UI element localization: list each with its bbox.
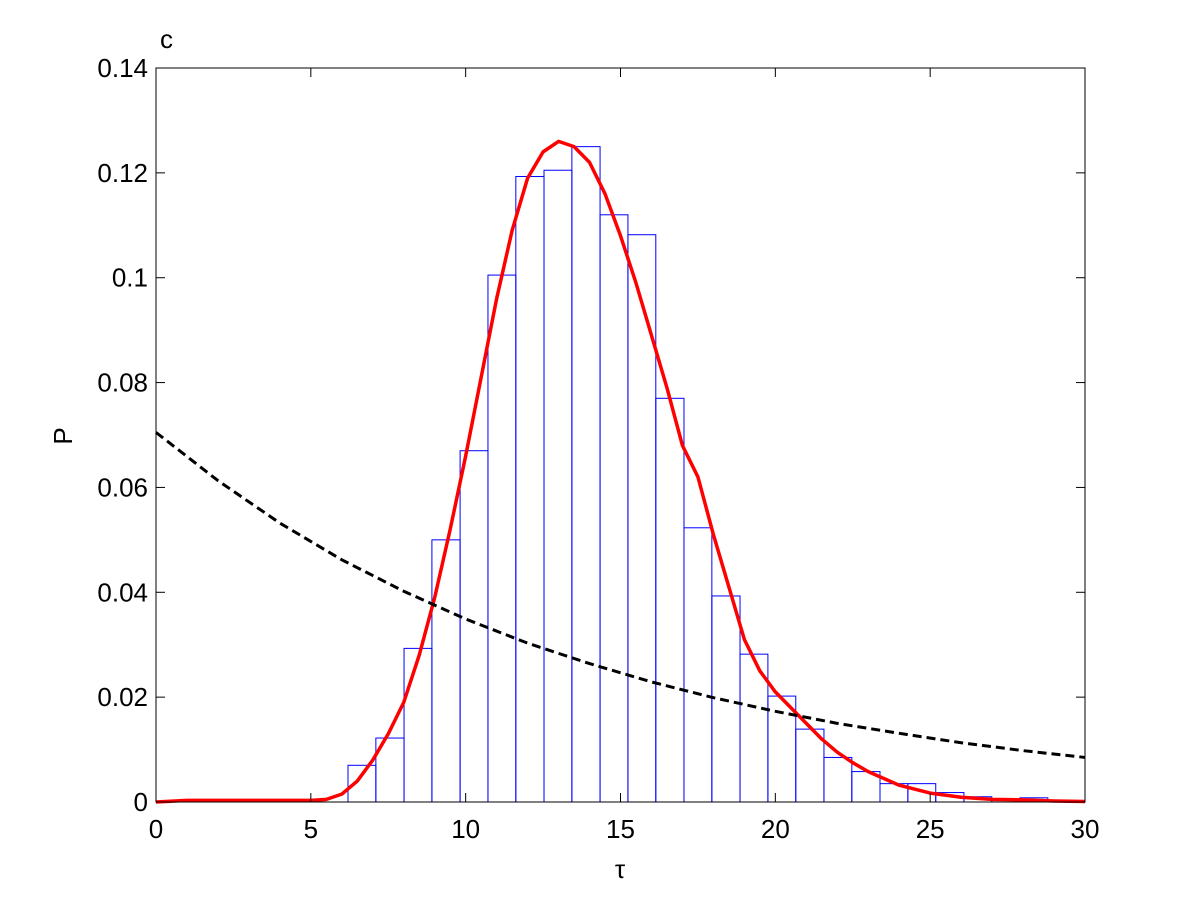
histogram-bar — [795, 728, 825, 803]
x-tick-label: 10 — [451, 814, 480, 844]
histogram-bar — [431, 539, 461, 803]
histogram-bar — [627, 234, 657, 803]
y-tick-label: 0 — [134, 787, 148, 817]
histogram-bar — [543, 169, 573, 803]
y-tick-label: 0.12 — [97, 158, 148, 188]
x-tick-label: 30 — [1071, 814, 1100, 844]
curve — [155, 139, 1086, 804]
y-tick-label: 0.06 — [97, 472, 148, 502]
y-axis-label: P — [48, 427, 78, 444]
histogram-bar — [683, 527, 713, 803]
histogram-bar — [571, 146, 601, 803]
x-axis-label: τ — [615, 854, 626, 884]
annotation: c — [160, 24, 173, 54]
histogram-bar — [515, 176, 545, 803]
x-tick-label: 15 — [606, 814, 635, 844]
y-tick-label: 0.1 — [112, 263, 148, 293]
x-tick-label: 25 — [916, 814, 945, 844]
histogram-bar — [599, 214, 629, 803]
curve — [155, 431, 1086, 759]
y-tick-label: 0.04 — [97, 577, 148, 607]
histogram-bar — [655, 397, 685, 803]
x-tick-label: 5 — [304, 814, 318, 844]
y-tick-label: 0.14 — [97, 53, 148, 83]
histogram-bar — [403, 647, 433, 803]
histogram-bar — [823, 756, 853, 803]
plot-frame — [155, 67, 1086, 803]
x-tick-label: 0 — [149, 814, 163, 844]
y-tick-label: 0.08 — [97, 368, 148, 398]
x-tick-label: 20 — [761, 814, 790, 844]
y-tick-label: 0.02 — [97, 682, 148, 712]
histogram-bar — [487, 274, 517, 803]
